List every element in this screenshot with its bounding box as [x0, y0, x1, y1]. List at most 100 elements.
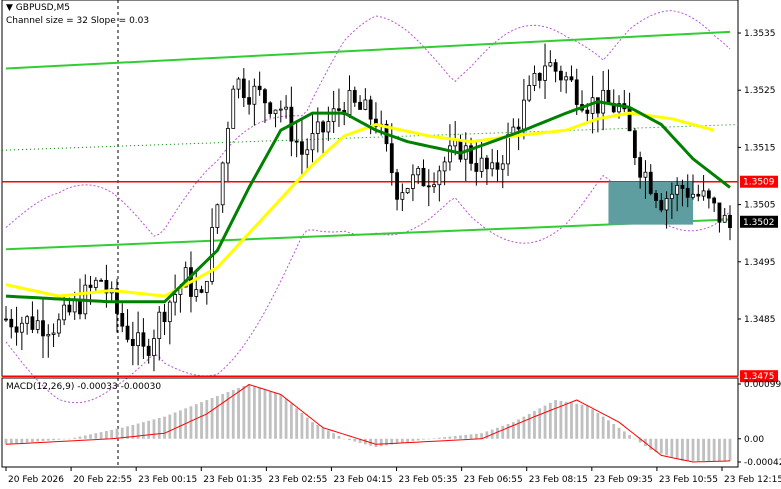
macd-bar — [73, 437, 77, 439]
macd-bar — [57, 438, 61, 440]
candle-body — [648, 171, 653, 194]
macd-bar — [142, 422, 145, 439]
candle-body — [532, 72, 537, 86]
macd-bar — [41, 438, 45, 442]
macd-main-value: -0.00033 — [77, 382, 118, 392]
candle-body — [469, 145, 473, 164]
candle-body — [389, 143, 394, 174]
candle-body — [300, 141, 304, 155]
candle-body — [263, 89, 267, 104]
candle-body — [728, 214, 732, 228]
candle-body — [405, 188, 410, 194]
macd-bar — [31, 438, 34, 442]
candle-body — [548, 62, 553, 67]
macd-bar — [20, 438, 24, 443]
macd-bar — [406, 438, 410, 443]
candle-body — [363, 99, 368, 110]
macd-bar — [686, 438, 690, 461]
macd-bar — [268, 391, 272, 439]
macd-bar — [675, 438, 679, 460]
price-tick-label: 1.3525 — [744, 86, 776, 96]
candle-body — [231, 88, 236, 129]
macd-bar — [543, 405, 547, 439]
time-tick-label: 23 Feb 02:55 — [268, 475, 327, 485]
candle-body — [56, 319, 61, 334]
candle-body — [569, 76, 574, 81]
macd-signal-value: -0.00030 — [120, 382, 162, 392]
candle-body — [236, 78, 241, 90]
macd-bar — [659, 438, 663, 454]
candle-body — [46, 334, 51, 337]
candle-body — [331, 108, 336, 122]
candle-body — [421, 167, 426, 187]
candle-body — [675, 184, 680, 195]
price-panel — [1, 0, 739, 467]
macd-bar — [83, 435, 87, 439]
macd-bar — [305, 417, 309, 439]
candle-body — [543, 65, 547, 81]
candle-body — [537, 72, 542, 81]
candle-body — [41, 320, 45, 337]
macd-bar — [453, 436, 457, 439]
candle-body — [326, 121, 331, 133]
macd-bar — [670, 438, 674, 458]
macd-bar — [511, 422, 515, 439]
macd-bar — [178, 410, 182, 439]
candle-body — [490, 162, 495, 170]
candle-body — [595, 97, 600, 114]
macd-bar — [728, 438, 732, 461]
candle-body — [516, 126, 521, 130]
dropdown-triangle-icon[interactable]: ▼ — [6, 3, 13, 13]
time-tick-label: 23 Feb 01:35 — [203, 475, 262, 485]
macd-bar — [120, 427, 124, 439]
macd-bar — [496, 427, 499, 439]
macd-bar — [342, 438, 346, 440]
ma-slow-line — [5, 111, 715, 298]
candle-body — [654, 193, 658, 201]
price-badge-label: 1.3475 — [743, 372, 775, 382]
macd-bar — [258, 387, 262, 439]
candle-body — [25, 316, 30, 324]
macd-bar — [559, 400, 563, 439]
macd-bar — [580, 404, 584, 439]
indicator-label: Channel size = 32 Slope = 0.03 — [6, 16, 150, 26]
macd-bar — [570, 402, 573, 439]
macd-bar — [215, 396, 219, 439]
candle-body — [157, 311, 162, 339]
macd-bar — [284, 399, 288, 439]
macd-bar — [374, 438, 378, 448]
macd-bar — [527, 413, 531, 439]
time-tick-label: 23 Feb 12:15 — [724, 475, 781, 485]
candle-body — [442, 161, 447, 172]
candle-body — [152, 338, 156, 356]
candle-body — [500, 163, 505, 170]
macd-bar — [416, 438, 420, 441]
macd-bar — [696, 438, 700, 461]
candle-body — [215, 204, 220, 228]
macd-bar — [231, 390, 235, 439]
candle-body — [67, 304, 72, 313]
macd-bar — [237, 388, 240, 439]
macd-bar — [110, 429, 114, 439]
macd-bar — [68, 438, 71, 440]
candle-body — [659, 200, 664, 211]
macd-bar — [115, 428, 119, 439]
macd-bar — [554, 400, 558, 439]
candle-body — [268, 102, 273, 114]
candle-body — [257, 85, 262, 91]
chart-header: ▼ GBPUSD,M5 — [6, 3, 70, 13]
candle-body — [632, 130, 637, 158]
ma-fast-line — [5, 100, 731, 304]
time-tick-label: 23 Feb 05:35 — [399, 475, 458, 485]
macd-bar — [506, 424, 510, 439]
candle-body — [368, 99, 373, 120]
symbol-label: GBPUSD,M5 — [15, 3, 70, 13]
price-badge-label: 1.3502 — [743, 218, 775, 228]
macd-bar — [300, 412, 304, 439]
macd-bar — [326, 430, 330, 439]
candle-body — [104, 279, 109, 294]
macd-bar — [596, 412, 600, 439]
price-badge-label: 1.3509 — [743, 178, 775, 188]
candle-body — [664, 198, 669, 211]
macd-bar — [25, 438, 29, 443]
